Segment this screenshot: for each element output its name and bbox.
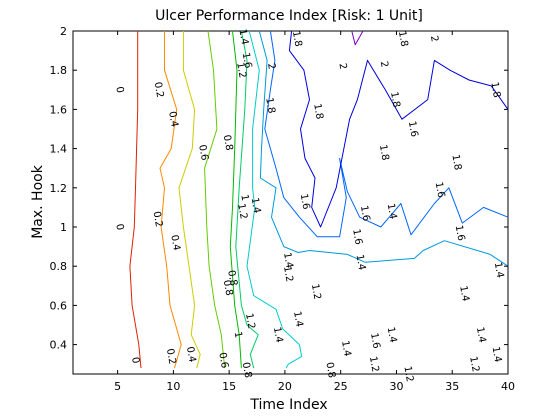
- contour-label: 0.8: [240, 361, 254, 379]
- y-tick-label: 1.6: [50, 103, 68, 116]
- contour-line-2: [351, 30, 364, 46]
- contour-label: 2: [265, 62, 277, 70]
- y-tick-label: 1: [60, 221, 67, 234]
- contour-label: 1.6: [406, 120, 420, 138]
- y-tick-label: 0.8: [50, 260, 68, 273]
- contour-label: 1.6: [368, 332, 382, 350]
- contour-line-0-4: [178, 31, 201, 369]
- contour-line-1: [235, 30, 259, 369]
- contour-label: 1.8: [290, 30, 304, 48]
- contour-label: 0.6: [196, 144, 210, 162]
- contour-label: 1.8: [377, 144, 391, 162]
- contour-lines: [129, 30, 509, 369]
- contour-label: 0.4: [184, 346, 198, 364]
- contour-label: 1.8: [396, 30, 410, 48]
- x-tick-label: 35: [445, 380, 459, 393]
- contour-label: 1.6: [453, 224, 467, 242]
- contour-label: 1.4: [457, 285, 471, 303]
- contour-label: 1: [238, 194, 250, 202]
- contour-line-1-6: [264, 30, 509, 238]
- contour-label: 1.8: [263, 97, 277, 115]
- x-tick-label: 15: [222, 380, 236, 393]
- y-axis-title: Max. Hook: [30, 164, 46, 239]
- contour-label: 1.4: [291, 310, 305, 328]
- contour-label: 1.4: [271, 326, 285, 344]
- contour-label: 1.6: [298, 193, 312, 211]
- contour-label: 0.8: [225, 269, 239, 287]
- x-tick-label: 40: [501, 380, 515, 393]
- contour-label: 1.4: [236, 28, 250, 46]
- contour-line-1-8: [288, 30, 509, 228]
- contour-label: 1.2: [467, 355, 481, 373]
- contour-label: 0: [113, 223, 125, 231]
- y-tick-label: 0.6: [50, 299, 68, 312]
- contour-label: 1.2: [281, 265, 295, 283]
- contour-label: 1.8: [488, 81, 502, 99]
- contour-line-0-2: [159, 31, 182, 369]
- plot-frame: [72, 30, 509, 375]
- contour-label: 1.4: [339, 340, 353, 358]
- x-axis-title: Time Index: [249, 397, 327, 413]
- contour-label: 1.6: [358, 205, 372, 223]
- y-tick-label: 2: [60, 25, 67, 38]
- contour-line-0: [129, 31, 142, 369]
- contour-label: 1.2: [309, 283, 323, 301]
- y-axis: 0.40.60.811.21.41.61.82: [50, 25, 508, 352]
- contour-line-1-2: [246, 30, 303, 369]
- x-tick-label: 30: [389, 380, 403, 393]
- contour-label: 1.4: [385, 203, 399, 221]
- y-tick-label: 1.4: [50, 143, 68, 156]
- y-tick-label: 0.4: [50, 339, 68, 352]
- contour-label: 0: [113, 86, 125, 94]
- contour-label: 1.8: [388, 91, 402, 109]
- contour-label: 0.8: [323, 361, 337, 379]
- contour-label: 1.2: [234, 61, 248, 79]
- contour-label: 2: [378, 60, 390, 68]
- x-axis: 5 10 15 20 25 30 35 40: [114, 31, 515, 393]
- contour-label: 1.4: [492, 261, 506, 279]
- x-tick-label: 25: [334, 380, 348, 393]
- contour-label: 1.2: [235, 203, 249, 221]
- contour-label: 0.4: [168, 234, 182, 252]
- contour-label: 0.2: [164, 348, 178, 366]
- contour-line-1-4: [258, 30, 509, 267]
- y-tick-label: 1.8: [50, 64, 68, 77]
- contour-label: 1.2: [367, 355, 381, 373]
- contour-label: 0.4: [166, 110, 180, 128]
- contour-label: 1.4: [354, 254, 368, 272]
- x-tick-label: 20: [278, 380, 292, 393]
- contour-line-0-8: [229, 30, 242, 369]
- chart-title: Ulcer Performance Index [Risk: 1 Unit]: [155, 8, 423, 24]
- contour-label: 1.4: [490, 346, 504, 364]
- contour-label: 0.2: [151, 210, 165, 228]
- contour-label: 1.6: [240, 52, 254, 70]
- x-tick-label: 10: [166, 380, 180, 393]
- contour-label: 0.6: [216, 352, 230, 370]
- contour-label: 1.4: [249, 197, 263, 215]
- contour-label: 0.2: [152, 81, 166, 99]
- contour-label: 1: [232, 331, 244, 339]
- y-tick-label: 1.2: [50, 182, 68, 195]
- contour-label: 1.6: [350, 228, 364, 246]
- contour-label: 2: [428, 35, 440, 43]
- contour-label: 1.4: [385, 326, 399, 344]
- contour-label: 1.8: [449, 154, 463, 172]
- contour-label: 2: [336, 62, 348, 70]
- contour-label: 0: [129, 356, 141, 364]
- contour-label: 1.8: [311, 103, 325, 121]
- contour-label: 0.8: [221, 134, 235, 152]
- contour-label: 1.2: [401, 365, 415, 383]
- contour-label: 1.4: [474, 326, 488, 344]
- x-tick-label: 5: [114, 380, 121, 393]
- contour-label: 1.6: [433, 181, 447, 199]
- contour-line-0-6: [204, 30, 226, 369]
- contour-label: 1.4: [281, 252, 295, 270]
- contour-label: 0.8: [221, 279, 235, 297]
- contour-label: 1.2: [243, 312, 257, 330]
